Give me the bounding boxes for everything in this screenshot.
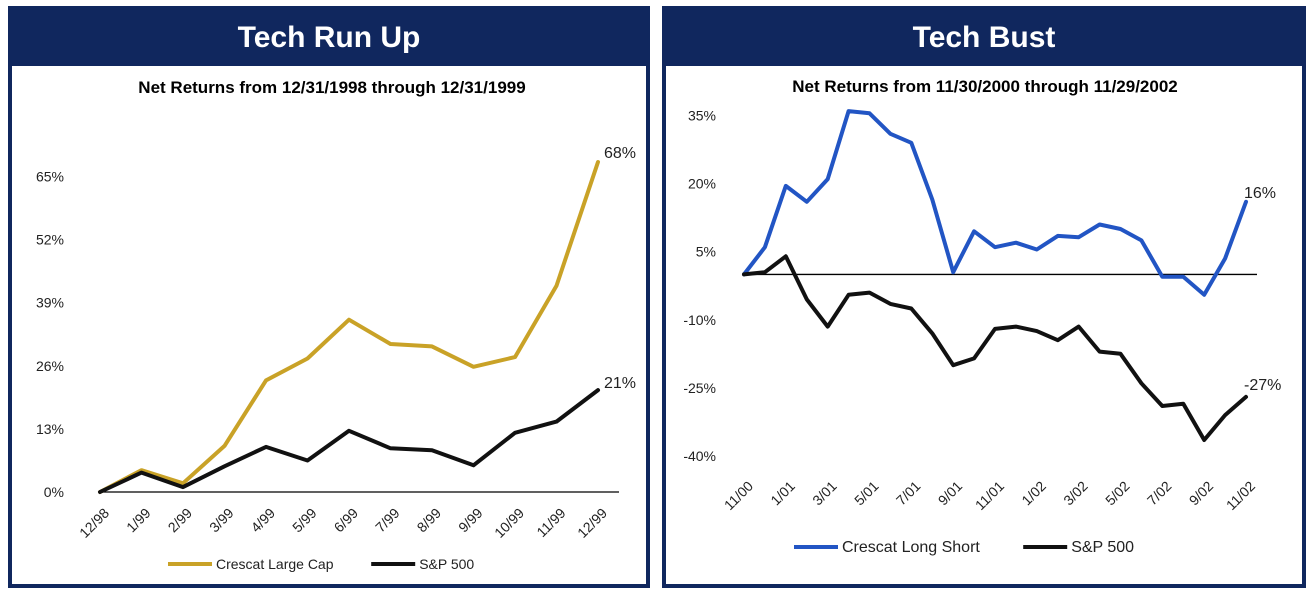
end-value-label: -27%	[1244, 377, 1281, 394]
legend-label: Crescat Large Cap	[216, 556, 334, 572]
series-line-s-p-500	[98, 388, 600, 494]
y-tick-label: 0%	[44, 484, 64, 500]
y-tick-label: -10%	[683, 312, 716, 328]
chart-panel-tech-run-up: Tech Run Up Net Returns from 12/31/1998 …	[8, 6, 650, 588]
y-tick-label: -25%	[683, 380, 716, 396]
chart-tech-bust: Net Returns from 11/30/2000 through 11/2…	[683, 77, 1281, 556]
x-tick-label: 8/99	[414, 505, 445, 536]
x-tick-label: 6/99	[331, 505, 362, 536]
y-tick-label: 5%	[696, 244, 716, 260]
panel-header: Tech Bust	[666, 10, 1302, 66]
x-tick-label: 1/02	[1018, 478, 1049, 509]
x-tick-label: 11/99	[533, 505, 569, 541]
end-value-label: 68%	[604, 145, 636, 162]
x-tick-label: 3/02	[1060, 478, 1091, 509]
x-tick-label: 7/02	[1144, 478, 1175, 509]
y-tick-label: 52%	[36, 232, 64, 248]
y-tick-label: -40%	[683, 448, 716, 464]
x-tick-label: 11/00	[721, 478, 757, 514]
x-tick-label: 9/99	[455, 505, 486, 536]
series-line-crescat-long-short	[742, 109, 1248, 297]
y-tick-label: 13%	[36, 421, 64, 437]
end-value-label: 21%	[604, 375, 636, 392]
legend-label: S&P 500	[1071, 539, 1134, 556]
chart-panel-tech-bust: Tech Bust Net Returns from 11/30/2000 th…	[662, 6, 1306, 588]
y-tick-label: 65%	[36, 169, 64, 185]
x-tick-label: 10/99	[491, 505, 527, 541]
x-tick-label: 5/99	[289, 505, 320, 536]
x-tick-label: 7/99	[372, 505, 403, 536]
x-tick-label: 11/01	[972, 478, 1008, 514]
x-tick-label: 3/99	[206, 505, 237, 536]
x-tick-label: 12/98	[76, 505, 112, 541]
x-tick-label: 4/99	[248, 505, 279, 536]
y-tick-label: 26%	[36, 358, 64, 374]
chart-title: Net Returns from 12/31/1998 through 12/3…	[138, 78, 525, 97]
y-tick-label: 20%	[688, 176, 716, 192]
series-line-crescat-large-cap	[98, 160, 600, 494]
x-tick-label: 11/02	[1223, 478, 1259, 514]
end-value-label: 16%	[1244, 185, 1276, 202]
x-tick-label: 1/99	[123, 505, 154, 536]
chart-title: Net Returns from 11/30/2000 through 11/2…	[792, 77, 1178, 96]
x-tick-label: 9/01	[935, 478, 966, 509]
x-tick-label: 9/02	[1186, 478, 1217, 509]
y-tick-label: 35%	[688, 108, 716, 124]
x-tick-label: 12/99	[574, 505, 610, 541]
x-tick-label: 3/01	[809, 478, 840, 509]
series-line-s-p-500	[742, 254, 1248, 442]
legend-label: Crescat Long Short	[842, 539, 980, 556]
y-tick-label: 39%	[36, 295, 64, 311]
x-tick-label: 7/01	[893, 478, 924, 509]
panel-header: Tech Run Up	[12, 10, 646, 66]
legend-label: S&P 500	[419, 556, 474, 572]
chart-tech-run-up: Net Returns from 12/31/1998 through 12/3…	[36, 78, 636, 572]
x-tick-label: 5/01	[851, 478, 882, 509]
x-tick-label: 5/02	[1102, 478, 1133, 509]
x-tick-label: 1/01	[767, 478, 798, 509]
x-tick-label: 2/99	[165, 505, 196, 536]
